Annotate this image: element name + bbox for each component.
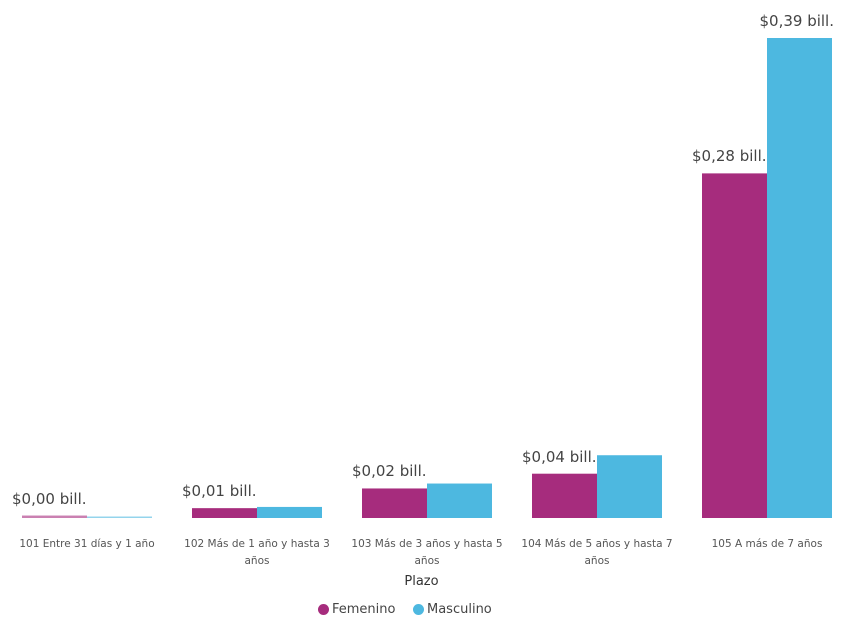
bar (362, 488, 427, 518)
bar (767, 38, 832, 518)
data-label: $0,04 bill. (522, 447, 597, 466)
x-axis-label: Plazo (404, 574, 439, 589)
legend-label: Femenino (332, 602, 396, 617)
bar (702, 173, 767, 518)
legend-item: Masculino (413, 602, 492, 617)
legend-item: Femenino (318, 602, 395, 617)
data-label: $0,01 bill. (182, 482, 257, 501)
data-label: $0,28 bill. (692, 147, 767, 166)
bar (257, 506, 322, 518)
data-label: $0,00 bill. (12, 489, 87, 508)
legend-label: Masculino (427, 602, 492, 617)
x-tick-label: 105 A más de 7 años (711, 538, 823, 550)
bar (192, 508, 257, 518)
x-tick-label: 103 Más de 3 años y hasta 5 años (351, 538, 503, 567)
data-label: $0,02 bill. (352, 462, 427, 481)
bar (22, 515, 87, 518)
data-label: $0,39 bill. (759, 12, 834, 30)
bar (532, 473, 597, 518)
bar (597, 455, 662, 518)
bar (87, 516, 152, 518)
bar (427, 483, 492, 518)
x-tick-label: 104 Más de 5 años y hasta 7 años (521, 538, 673, 567)
legend-swatch (318, 604, 329, 615)
x-tick-label: 101 Entre 31 días y 1 año (19, 538, 155, 550)
x-tick-label: 102 Más de 1 año y hasta 3 años (184, 538, 330, 567)
legend-swatch (413, 604, 424, 615)
